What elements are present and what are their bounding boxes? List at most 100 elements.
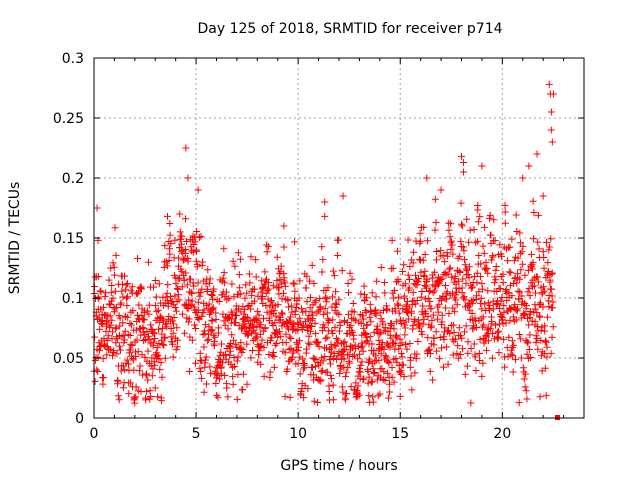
- data-point: [382, 302, 390, 310]
- data-point: [255, 351, 263, 359]
- data-point: [323, 309, 331, 317]
- data-point: [472, 239, 480, 247]
- data-point: [492, 321, 500, 329]
- data-point: [252, 315, 260, 323]
- data-point: [429, 376, 437, 384]
- data-point: [198, 374, 206, 382]
- data-point: [328, 293, 336, 301]
- data-point: [548, 269, 556, 277]
- data-point: [508, 292, 516, 300]
- data-point: [540, 283, 548, 291]
- data-point: [194, 186, 202, 194]
- data-point: [416, 322, 424, 330]
- data-point: [178, 240, 186, 248]
- data-point: [476, 213, 484, 221]
- data-point: [212, 316, 220, 324]
- data-point: [529, 259, 537, 267]
- data-point: [259, 315, 267, 323]
- data-point: [190, 321, 198, 329]
- data-point: [452, 291, 460, 299]
- data-point: [497, 297, 505, 305]
- data-point: [414, 337, 422, 345]
- data-point: [94, 293, 102, 301]
- data-point: [496, 241, 504, 249]
- data-point: [377, 264, 385, 272]
- data-point: [209, 305, 217, 313]
- data-point: [157, 359, 165, 367]
- data-point: [146, 387, 154, 395]
- data-point: [421, 251, 429, 259]
- data-point: [287, 313, 295, 321]
- data-point: [534, 211, 542, 219]
- data-point: [163, 289, 171, 297]
- data-point: [200, 343, 208, 351]
- data-point: [381, 289, 389, 297]
- data-point: [110, 263, 118, 271]
- data-point: [483, 265, 491, 273]
- data-point: [534, 345, 542, 353]
- data-point: [548, 138, 556, 146]
- data-point: [303, 298, 311, 306]
- data-point: [165, 312, 173, 320]
- data-point: [256, 330, 264, 338]
- data-point: [545, 80, 553, 88]
- data-point: [185, 368, 193, 376]
- data-point: [181, 329, 189, 337]
- data-point: [151, 277, 159, 285]
- data-point: [208, 317, 216, 325]
- data-point: [510, 257, 518, 265]
- data-point: [415, 255, 423, 263]
- data-point: [367, 318, 375, 326]
- data-point: [501, 219, 509, 227]
- data-point: [478, 162, 486, 170]
- data-point: [359, 375, 367, 383]
- data-point: [164, 281, 172, 289]
- data-point: [533, 273, 541, 281]
- data-point: [132, 383, 140, 391]
- data-point: [122, 281, 130, 289]
- data-point: [489, 253, 497, 261]
- data-point: [206, 275, 214, 283]
- data-point: [434, 308, 442, 316]
- data-point: [236, 284, 244, 292]
- data-point: [533, 150, 541, 158]
- data-point: [329, 267, 337, 275]
- data-point: [545, 243, 553, 251]
- data-point: [384, 342, 392, 350]
- data-point: [178, 283, 186, 291]
- data-point: [223, 384, 231, 392]
- data-point: [349, 299, 357, 307]
- data-point: [304, 385, 312, 393]
- data-point: [270, 363, 278, 371]
- data-point: [393, 300, 401, 308]
- data-point: [406, 363, 414, 371]
- data-point: [261, 324, 269, 332]
- data-point: [373, 326, 381, 334]
- data-point: [453, 301, 461, 309]
- data-point: [173, 284, 181, 292]
- data-point: [323, 333, 331, 341]
- data-point: [119, 319, 127, 327]
- data-point: [519, 260, 527, 268]
- data-point: [418, 288, 426, 296]
- data-point: [372, 311, 380, 319]
- data-point: [281, 393, 289, 401]
- data-point: [372, 293, 380, 301]
- data-point: [387, 334, 395, 342]
- data-point: [377, 329, 385, 337]
- data-point: [306, 294, 314, 302]
- data-point: [107, 321, 115, 329]
- data-point: [154, 351, 162, 359]
- data-point: [134, 254, 142, 262]
- data-point: [392, 354, 400, 362]
- data-point: [461, 296, 469, 304]
- data-point: [460, 159, 468, 167]
- data-point: [358, 339, 366, 347]
- data-point: [528, 283, 536, 291]
- data-point: [310, 279, 318, 287]
- data-point: [234, 353, 242, 361]
- data-point: [103, 336, 111, 344]
- data-point: [495, 349, 503, 357]
- data-point: [384, 369, 392, 377]
- data-point: [185, 315, 193, 323]
